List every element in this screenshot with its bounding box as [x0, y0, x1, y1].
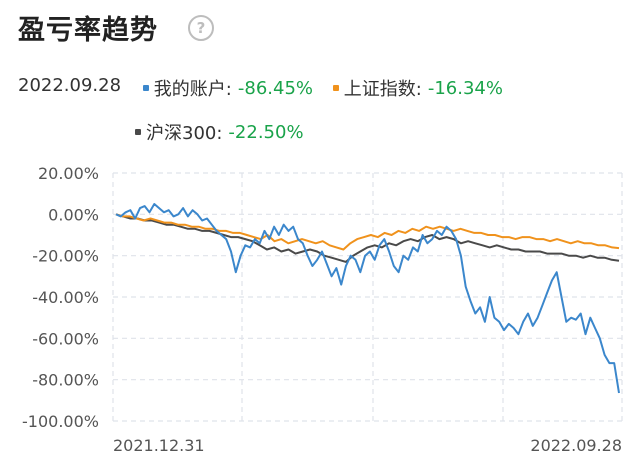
y-tick-label: 20.00% — [38, 164, 99, 183]
legend-row-1: 2022.09.28 我的账户: -86.45% 上证指数: -16.34% — [18, 75, 517, 101]
page-title: 盈亏率趋势 — [18, 15, 158, 46]
x-tick-label: 2022.09.28 — [530, 436, 622, 455]
y-tick-label: -40.00% — [32, 288, 99, 307]
legend-date: 2022.09.28 — [18, 75, 122, 96]
legend-item-hs300[interactable]: 沪深300: -22.50% — [135, 119, 304, 145]
series-line-shanghai — [115, 213, 620, 251]
series-line-account — [115, 203, 620, 394]
legend-item-shanghai[interactable]: 上证指数: -16.34% — [332, 75, 503, 101]
legend-value-shanghai: -16.34% — [427, 77, 503, 99]
legend-item-account[interactable]: 我的账户: -86.45% — [142, 75, 314, 101]
legend-label-account: 我的账户: — [153, 79, 232, 100]
x-tick-label: 2021.12.31 — [113, 436, 205, 455]
legend-value-hs300: -22.50% — [228, 121, 304, 143]
y-tick-label: -20.00% — [32, 247, 99, 266]
legend-swatch-account — [142, 85, 149, 91]
legend-swatch-hs300 — [135, 129, 141, 135]
y-tick-label: -80.00% — [32, 371, 99, 390]
legend-label-shanghai: 上证指数: — [343, 79, 422, 100]
legend-value-account: -86.45% — [237, 77, 314, 99]
y-tick-label: -100.00% — [22, 412, 99, 431]
legend-row-2: 沪深300: -22.50% — [135, 119, 318, 145]
legend-label-hs300: 沪深300: — [146, 123, 223, 144]
question-circle-icon[interactable]: ? — [188, 15, 214, 41]
y-tick-label: 0.00% — [48, 205, 99, 224]
series-line-hs300 — [115, 213, 620, 263]
legend-swatch-shanghai — [332, 85, 339, 91]
profit-rate-chart[interactable]: 20.00% 0.00% -20.00% -40.00% -60.00% -80.00% -… — [0, 160, 631, 457]
y-tick-label: -60.00% — [32, 329, 99, 348]
